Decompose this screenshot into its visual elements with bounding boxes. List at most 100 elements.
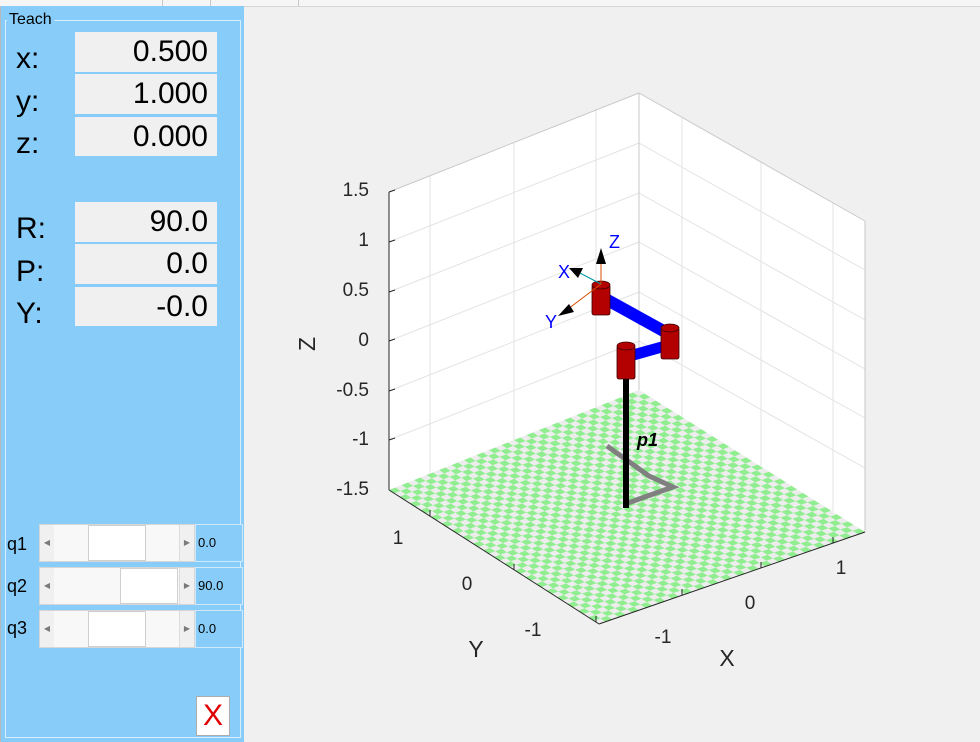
floor-tile bbox=[694, 513, 707, 519]
floor-tile bbox=[711, 484, 724, 491]
floor-tile bbox=[489, 518, 501, 525]
floor-tile bbox=[543, 481, 555, 488]
floor-tile bbox=[584, 579, 597, 586]
floor-tile bbox=[504, 561, 517, 567]
floor-tile bbox=[732, 504, 745, 511]
floor-tile bbox=[813, 536, 827, 543]
floor-tile bbox=[714, 538, 727, 545]
pose-y-label: y: bbox=[16, 85, 40, 118]
floor-tile bbox=[562, 572, 574, 578]
floor-tile bbox=[495, 548, 507, 555]
floor-tile bbox=[727, 534, 740, 540]
floor-tile bbox=[426, 472, 439, 479]
floor-tile bbox=[501, 514, 514, 520]
floor-tile bbox=[549, 440, 561, 447]
floor-tile bbox=[568, 472, 581, 478]
floor-tile bbox=[628, 601, 641, 607]
floor-tile bbox=[739, 463, 752, 470]
floor-tile bbox=[530, 486, 543, 493]
floor-tile bbox=[509, 538, 521, 544]
pose-z-value: 0.000 bbox=[75, 116, 217, 156]
robot-3d-plot[interactable]: 1.5 1 0.5 0 -0.5 -1 -1.5 1 0 -1 1 0 -1 Z… bbox=[245, 6, 980, 742]
floor-tile bbox=[707, 508, 720, 515]
floor-tile bbox=[649, 400, 662, 407]
floor-tile bbox=[521, 468, 534, 474]
floor-tile bbox=[561, 441, 573, 448]
floor-tile bbox=[687, 482, 700, 489]
slider-right-arrow-icon[interactable]: ▶ bbox=[179, 568, 194, 604]
floor-tile bbox=[412, 489, 424, 496]
floor-tile bbox=[657, 437, 670, 444]
floor-tile bbox=[736, 552, 749, 559]
floor-tile bbox=[614, 397, 626, 404]
slider-track[interactable] bbox=[54, 568, 180, 604]
close-teach-button[interactable]: X bbox=[196, 696, 230, 736]
frame-y-label: Y bbox=[545, 312, 557, 332]
floor-tile bbox=[789, 534, 802, 540]
floor-tile bbox=[533, 469, 545, 475]
floor-tile bbox=[421, 501, 434, 508]
floor-tile bbox=[841, 521, 854, 528]
toolbar-divider bbox=[162, 0, 163, 6]
slider-right-arrow-icon[interactable]: ▶ bbox=[179, 611, 194, 647]
floor-tile bbox=[677, 541, 690, 547]
teach-group-border bbox=[5, 20, 241, 738]
slider-right-arrow-icon[interactable]: ▶ bbox=[179, 525, 194, 561]
floor-tile bbox=[702, 537, 715, 544]
floor-tile bbox=[518, 550, 531, 557]
floor-tile bbox=[569, 466, 582, 473]
floor-tile bbox=[483, 547, 496, 554]
slider-left-arrow-icon[interactable]: ◀ bbox=[40, 568, 55, 604]
floor-tile bbox=[694, 429, 707, 435]
floor-tile bbox=[655, 527, 668, 534]
joint-q2-slider[interactable]: ◀ ▶ bbox=[39, 567, 195, 605]
floor-tile bbox=[818, 507, 832, 513]
floor-tile bbox=[828, 526, 841, 532]
floor-tile bbox=[556, 471, 569, 477]
floor-tile bbox=[674, 558, 687, 565]
slider-track[interactable] bbox=[54, 525, 180, 561]
joint-q3-value-field[interactable]: 0.0 bbox=[195, 610, 243, 648]
joint-q1-slider[interactable]: ◀ ▶ bbox=[39, 524, 195, 562]
floor-tile bbox=[447, 486, 460, 492]
slider-thumb[interactable] bbox=[119, 568, 178, 604]
floor-tile bbox=[455, 510, 467, 517]
floor-tile bbox=[520, 539, 533, 545]
joint-q3-slider[interactable]: ◀ ▶ bbox=[39, 610, 195, 648]
floor-tile bbox=[537, 517, 549, 523]
floor-tile bbox=[493, 495, 505, 502]
slider-left-arrow-icon[interactable]: ◀ bbox=[40, 525, 55, 561]
slider-left-arrow-icon[interactable]: ◀ bbox=[40, 611, 55, 647]
floor-tile bbox=[435, 491, 447, 497]
slider-track[interactable] bbox=[54, 611, 180, 647]
floor-tile bbox=[702, 460, 715, 466]
floor-tile bbox=[583, 526, 596, 533]
floor-tile bbox=[597, 516, 610, 522]
floor-tile bbox=[667, 456, 679, 463]
joint-q2-value-field[interactable]: 90.0 bbox=[195, 567, 243, 605]
floor-tile bbox=[597, 575, 610, 581]
floor-tile bbox=[689, 470, 702, 477]
floor-tile bbox=[471, 482, 484, 488]
slider-thumb[interactable] bbox=[88, 611, 146, 647]
floor-tile bbox=[581, 538, 593, 545]
y-tick-label: 1 bbox=[393, 528, 404, 549]
floor-tile bbox=[524, 450, 536, 457]
joint-q1-value-field[interactable]: 0.0 bbox=[195, 524, 243, 562]
floor-tile bbox=[665, 468, 678, 475]
floor-tile bbox=[508, 544, 520, 550]
slider-thumb[interactable] bbox=[88, 525, 146, 561]
floor-tile bbox=[637, 405, 649, 412]
floor-tile bbox=[698, 560, 711, 567]
floor-tile bbox=[545, 535, 558, 542]
floor-tile bbox=[607, 451, 620, 458]
teach-panel: Teach x: 0.500 y: 1.000 z: 0.000 R: 90.0… bbox=[0, 6, 244, 742]
floor-tile bbox=[662, 557, 675, 564]
floor-tile bbox=[523, 527, 535, 534]
floor-tile bbox=[525, 516, 538, 522]
floor-tile bbox=[725, 474, 738, 481]
floor-tile bbox=[567, 601, 580, 608]
floor-tile bbox=[640, 543, 653, 550]
floor-tile bbox=[606, 528, 619, 535]
floor-tile bbox=[496, 543, 509, 549]
